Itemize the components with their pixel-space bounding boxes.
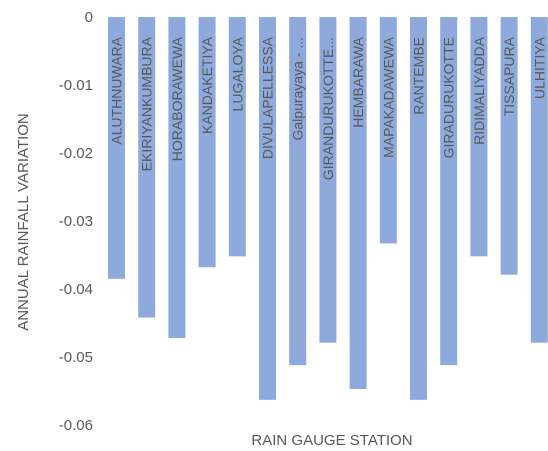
category-labels: ALUTHNUWARA EKIRIYANKUMBURA HORABORAWEWA KA… [109,36,548,180]
category-label: HORABORAWEWA [169,36,185,161]
category-label: RANTEMBE [411,37,427,115]
y-tick-label: -0.05 [59,349,93,366]
bar [168,17,186,338]
bar [289,17,307,366]
category-label: Galpurayaya - ... [290,37,306,141]
y-tick-label: 0 [85,9,93,26]
bar [228,17,246,257]
bar [440,17,458,366]
bar [349,17,367,389]
bars [108,17,548,400]
category-label: GIRANDURUKOTTE... [320,37,336,180]
bar [319,17,337,343]
y-axis-ticks: 0 -0.01 -0.02 -0.03 -0.04 -0.05 -0.06 [59,9,93,434]
category-label: HEMBARAWA [350,36,366,127]
category-label: LUGALOYA [229,36,245,111]
category-label: MAPAKADAWEWA [380,36,396,157]
category-label: TISSAPURA [501,36,517,116]
bar [198,17,216,268]
category-label: KANDAKETIYA [199,36,215,134]
bar [530,17,548,343]
bar [259,17,276,400]
category-label: ULHITIYA [531,36,547,99]
y-tick-label: -0.04 [59,281,93,298]
y-tick-label: -0.03 [59,213,93,230]
category-label: ALUTHNUWARA [109,36,125,144]
bar [108,17,125,279]
bar [138,17,156,318]
y-tick-label: -0.02 [59,145,93,162]
bar [410,17,427,400]
bar [379,17,397,244]
y-axis-title: ANNUAL RAINFALL VARIATION [15,113,32,331]
bar [470,17,488,257]
x-axis-title: RAIN GAUGE STATION [251,432,412,449]
y-tick-label: -0.01 [59,77,93,94]
category-label: RIDIMALIYADDA [471,36,487,145]
category-label: GIRADURUKOTTE [441,37,457,158]
category-label: DIVULAPELLESSA [260,36,276,159]
bar [500,17,518,275]
y-tick-label: -0.06 [59,417,93,434]
category-label: EKIRIYANKUMBURA [139,36,155,171]
